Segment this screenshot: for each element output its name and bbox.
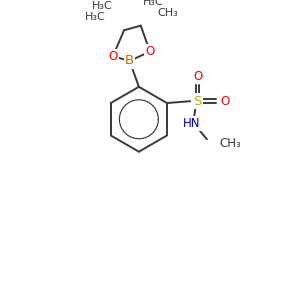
Text: CH₃: CH₃ <box>158 8 178 18</box>
Text: S: S <box>194 95 202 108</box>
Text: O: O <box>146 45 154 58</box>
Text: CH₃: CH₃ <box>220 137 242 150</box>
Text: H₃C: H₃C <box>85 12 106 22</box>
Text: O: O <box>108 50 118 63</box>
Text: H₃C: H₃C <box>92 1 113 11</box>
Text: H₃C: H₃C <box>142 0 163 7</box>
Text: O: O <box>193 70 202 83</box>
Text: HN: HN <box>183 117 201 130</box>
Text: O: O <box>221 95 230 108</box>
Text: B: B <box>125 54 134 68</box>
